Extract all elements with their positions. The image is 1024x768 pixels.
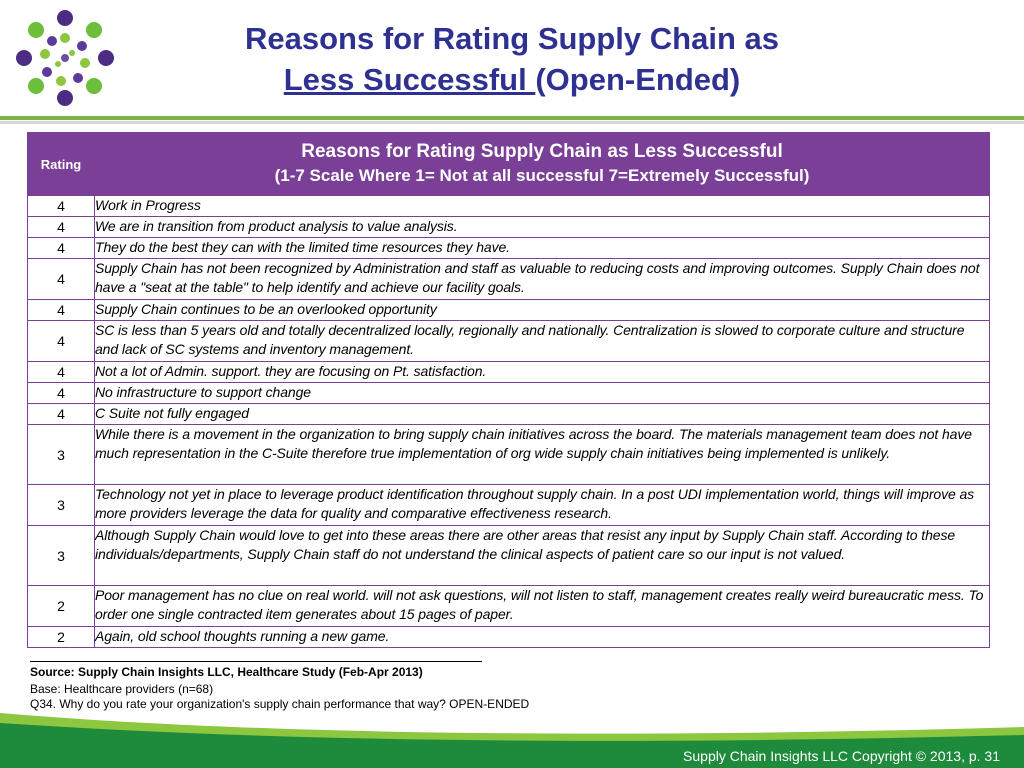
page-title: Reasons for Rating Supply Chain as Less … (130, 18, 894, 100)
header-divider-grey (0, 121, 1024, 124)
source-base: Base: Healthcare providers (n=68) (30, 682, 214, 696)
reason-cell: Technology not yet in place to leverage … (94, 484, 990, 526)
table-header-title: Reasons for Rating Supply Chain as Less … (301, 141, 783, 162)
table-row: 4 Supply Chain continues to be an overloo… (27, 299, 990, 321)
table-row: 4 They do the best they can with the limi… (27, 237, 990, 259)
reasons-table: Rating Reasons for Rating Supply Chain a… (27, 132, 990, 648)
table-row: 2 Poor management has no clue on real wor… (27, 585, 990, 627)
reason-cell: Work in Progress (94, 195, 990, 217)
footer-copyright: Supply Chain Insights LLC Copyright © 20… (683, 748, 1000, 764)
reason-cell: Again, old school thoughts running a new… (94, 626, 990, 648)
rating-cell: 4 (27, 237, 95, 259)
source-citation: Source: Supply Chain Insights LLC, Healt… (30, 665, 423, 679)
table-row: 3 While there is a movement in the organi… (27, 424, 990, 485)
reason-cell: Not a lot of Admin. support. they are fo… (94, 361, 990, 383)
reason-cell: They do the best they can with the limit… (94, 237, 990, 259)
rating-cell: 4 (27, 403, 95, 425)
table-header-subtitle: (1-7 Scale Where 1= Not at all successfu… (274, 166, 810, 185)
table-row: 4 Not a lot of Admin. support. they are f… (27, 361, 990, 383)
title-rest-text: (Open-Ended) (535, 62, 741, 97)
company-logo (16, 10, 114, 106)
title-line-1: Reasons for Rating Supply Chain as (245, 21, 779, 56)
reason-cell: Supply Chain continues to be an overlook… (94, 299, 990, 321)
title-line-2: Less Successful (Open-Ended) (130, 59, 894, 100)
footer-band (0, 713, 1024, 768)
reason-cell: Supply Chain has not been recognized by … (94, 258, 990, 300)
source-question: Q34. Why do you rate your organization's… (30, 697, 530, 711)
rating-column-header: Rating (27, 132, 95, 196)
reason-cell: Poor management has no clue on real worl… (94, 585, 990, 627)
source-divider (30, 661, 482, 662)
reason-cell: We are in transition from product analys… (94, 216, 990, 238)
rating-cell: 4 (27, 216, 95, 238)
rating-cell: 4 (27, 361, 95, 383)
title-underlined-text: Less Successful (283, 62, 536, 97)
rating-cell: 3 (27, 424, 95, 485)
table-row: 4 Work in Progress (27, 195, 990, 217)
reason-cell: No infrastructure to support change (94, 382, 990, 404)
rating-cell: 4 (27, 299, 95, 321)
reason-cell: Although Supply Chain would love to get … (94, 525, 990, 586)
reasons-column-header: Reasons for Rating Supply Chain as Less … (94, 132, 990, 196)
rating-cell: 2 (27, 585, 95, 627)
table-row: 3 Technology not yet in place to leverage… (27, 484, 990, 526)
rating-cell: 3 (27, 525, 95, 586)
rating-cell: 4 (27, 382, 95, 404)
reason-cell: C Suite not fully engaged (94, 403, 990, 425)
table-row: 4 No infrastructure to support change (27, 382, 990, 404)
rating-cell: 4 (27, 195, 95, 217)
table-row: 4 We are in transition from product analy… (27, 216, 990, 238)
rating-cell: 4 (27, 258, 95, 300)
rating-cell: 2 (27, 626, 95, 648)
table-row: 3 Although Supply Chain would love to get… (27, 525, 990, 586)
table-row: 4 SC is less than 5 years old and totally… (27, 320, 990, 362)
reason-cell: SC is less than 5 years old and totally … (94, 320, 990, 362)
table-header-row: Rating Reasons for Rating Supply Chain a… (27, 132, 990, 196)
rating-cell: 3 (27, 484, 95, 526)
table-row: 4 Supply Chain has not been recognized by… (27, 258, 990, 300)
rating-cell: 4 (27, 320, 95, 362)
header-divider-green (0, 116, 1024, 120)
table-row: 2 Again, old school thoughts running a ne… (27, 626, 990, 648)
reason-cell: While there is a movement in the organiz… (94, 424, 990, 485)
